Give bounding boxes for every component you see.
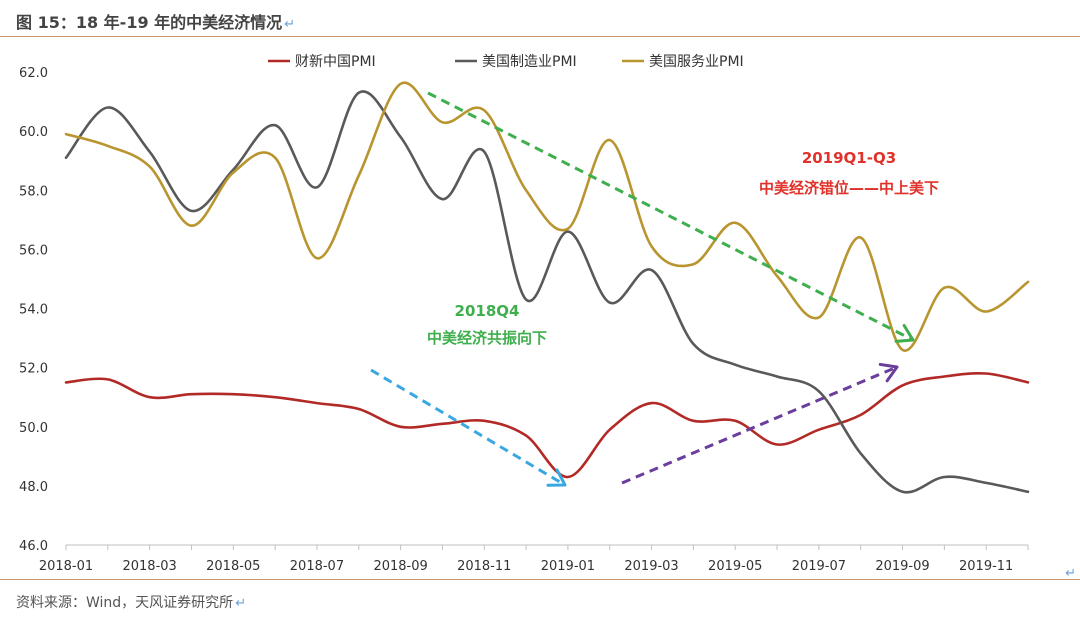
legend-label: 美国服务业PMI bbox=[649, 54, 744, 70]
y-tick-label: 56.0 bbox=[19, 243, 48, 258]
x-tick-label: 2018-11 bbox=[457, 559, 511, 574]
footer-return-mark: ↵ bbox=[1065, 566, 1076, 581]
y-tick-label: 48.0 bbox=[19, 480, 48, 495]
annotation-text: 中美经济错位——中上美下 bbox=[759, 179, 939, 197]
y-tick-label: 60.0 bbox=[19, 125, 48, 140]
series-line-3 bbox=[64, 81, 1030, 352]
arrow-shaft bbox=[370, 368, 566, 487]
x-tick-label: 2019-01 bbox=[541, 559, 595, 574]
figure-title-text: 图 15：18 年-19 年的中美经济情况 bbox=[16, 13, 283, 32]
x-tick-label: 2018-09 bbox=[373, 559, 427, 574]
x-tick-label: 2019-03 bbox=[624, 559, 678, 574]
y-tick-label: 46.0 bbox=[19, 539, 48, 554]
series-layer bbox=[64, 81, 1030, 494]
annotation-title: 2019Q1-Q3 bbox=[802, 149, 896, 167]
source-text: 资料来源：Wind，天风证券研究所 bbox=[16, 595, 234, 611]
y-tick-label: 50.0 bbox=[19, 421, 48, 436]
figure-header: 图 15：18 年-19 年的中美经济情况 ↵ bbox=[0, 0, 1080, 37]
source-return-mark: ↵ bbox=[235, 596, 247, 611]
arrow-head bbox=[546, 468, 567, 487]
arrow-layer bbox=[370, 91, 915, 487]
footer-divider bbox=[0, 579, 1080, 580]
purple-trend-arrow bbox=[621, 362, 899, 485]
arrow-head bbox=[894, 324, 915, 343]
blue-trend-arrow bbox=[370, 368, 567, 487]
x-tick-label: 2018-05 bbox=[206, 559, 260, 574]
annotation-title: 2018Q4 bbox=[455, 302, 520, 320]
x-tick-label: 2018-03 bbox=[122, 559, 176, 574]
source-note: 资料来源：Wind，天风证券研究所 ↵ bbox=[16, 592, 246, 612]
figure-title: 图 15：18 年-19 年的中美经济情况 ↵ bbox=[16, 9, 295, 33]
annotation-layer: 2018Q4 中美经济共振向下 2019Q1-Q3 中美经济错位——中上美下 bbox=[427, 149, 939, 347]
arrow-shaft bbox=[427, 91, 914, 342]
x-tick-label: 2018-01 bbox=[39, 559, 93, 574]
x-tick-label: 2019-11 bbox=[959, 559, 1013, 574]
x-tick-label: 2019-09 bbox=[875, 559, 929, 574]
series-line-1 bbox=[64, 371, 1030, 479]
return-mark: ↵ bbox=[284, 17, 296, 32]
legend-label: 财新中国PMI bbox=[295, 54, 376, 70]
green-trend-arrow bbox=[427, 91, 915, 343]
arrow-head bbox=[878, 362, 899, 383]
x-tick-label: 2018-07 bbox=[290, 559, 344, 574]
x-tick-label: 2019-07 bbox=[792, 559, 846, 574]
series-line-2 bbox=[64, 90, 1030, 494]
y-tick-label: 62.0 bbox=[19, 66, 48, 81]
chart-legend: 财新中国PMI 美国制造业PMI 美国服务业PMI bbox=[268, 54, 744, 70]
y-tick-label: 52.0 bbox=[19, 362, 48, 377]
annotation-text: 中美经济共振向下 bbox=[427, 329, 547, 347]
x-tick-label: 2019-05 bbox=[708, 559, 762, 574]
arrow-shaft bbox=[621, 365, 898, 485]
y-tick-label: 54.0 bbox=[19, 303, 48, 318]
legend-label: 美国制造业PMI bbox=[482, 54, 577, 70]
y-tick-label: 58.0 bbox=[19, 184, 48, 199]
chart-axes: 46.0 48.0 50.0 52.0 54.0 56.0 58.0 60.0 62.0 2018… bbox=[19, 66, 1029, 574]
